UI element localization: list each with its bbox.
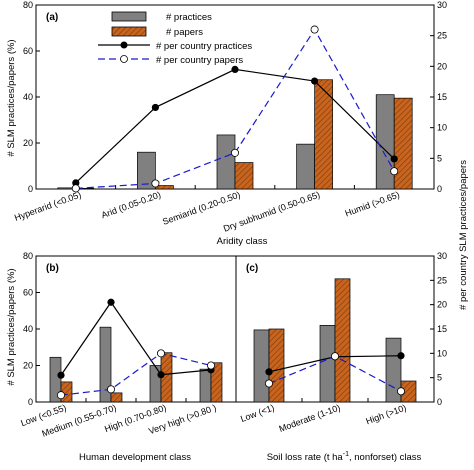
left-tick-label: 20 xyxy=(23,361,33,371)
point-pc-papers xyxy=(57,391,66,400)
right-tick-label: 0 xyxy=(437,397,442,407)
point-pc-practices xyxy=(107,298,115,306)
left-tick-label: 60 xyxy=(23,288,33,298)
x-axis-title-b: Human development class xyxy=(79,452,191,463)
right-tick-label: 30 xyxy=(437,0,447,10)
bar-practices xyxy=(99,326,112,403)
legend-marker-pc-papers xyxy=(120,55,128,63)
right-tick-label: 20 xyxy=(437,61,447,71)
left-tick-label: 80 xyxy=(23,0,33,10)
bar-papers xyxy=(268,328,285,403)
left-tick-label: 40 xyxy=(23,324,33,334)
bar-papers xyxy=(314,79,333,190)
chart-panel-a: 0 20 40 60 80 0 5 10 15 20 25 30 Hyperarid (<0.05) Ar… xyxy=(13,0,447,234)
right-tick-label: 5 xyxy=(437,153,442,163)
category-label: Humid (>0.65) xyxy=(344,189,401,218)
chart-panel-c: 0 5 10 15 20 25 30 Low (<1) Moderate (1-10) High … xyxy=(235,251,447,434)
right-tick-label: 25 xyxy=(437,31,447,41)
point-pc-practices xyxy=(57,371,65,379)
bar-practices xyxy=(216,134,236,190)
line-pc-practices xyxy=(60,301,212,376)
point-pc-papers xyxy=(71,184,80,193)
bar-practices xyxy=(137,151,156,190)
line-pc-papers xyxy=(60,352,212,396)
x-axis-title-a: Aridity class xyxy=(217,236,268,247)
point-pc-practices xyxy=(311,77,319,85)
point-pc-papers xyxy=(230,148,239,157)
panel-label: (b) xyxy=(46,263,59,274)
point-pc-papers xyxy=(310,25,319,34)
point-pc-papers xyxy=(156,349,165,358)
right-tick-label: 0 xyxy=(437,184,442,194)
legend-swatch-practices xyxy=(111,11,147,22)
point-pc-papers xyxy=(330,352,339,361)
point-pc-practices xyxy=(397,352,405,360)
x-axis-title-c: Soil loss rate (t ha-1, nonforset) class xyxy=(267,451,422,463)
bar-papers xyxy=(393,97,413,190)
bar-papers xyxy=(334,278,351,403)
left-tick-label: 60 xyxy=(23,46,33,56)
bar-practices xyxy=(385,337,402,403)
right-tick-label: 10 xyxy=(437,348,447,358)
panel-label: (a) xyxy=(46,12,58,23)
point-pc-practices xyxy=(390,155,398,163)
category-label: High (>10) xyxy=(365,402,408,426)
right-tick-label: 25 xyxy=(437,275,447,285)
point-pc-papers xyxy=(151,179,160,188)
category-label: Low (<1) xyxy=(239,402,276,423)
right-tick-label: 5 xyxy=(437,373,442,383)
category-label: Hyperarid (<0.05) xyxy=(13,189,82,222)
legend-swatch-papers xyxy=(111,26,147,37)
right-tick-label: 30 xyxy=(437,251,447,261)
legend-label-practices: # practices xyxy=(166,12,212,23)
point-pc-papers xyxy=(396,387,405,396)
left-tick-label: 0 xyxy=(28,397,33,407)
category-label: Arid (0.05-0.20) xyxy=(100,189,162,220)
point-pc-practices xyxy=(151,103,159,112)
left-axis-title-bottom: # SLM practices/papers (%) xyxy=(6,268,17,385)
bar-papers xyxy=(234,162,254,190)
legend: # practices # papers # per country pract… xyxy=(98,11,252,66)
point-pc-papers xyxy=(107,385,116,394)
bar-practices xyxy=(253,329,270,403)
left-tick-label: 0 xyxy=(28,184,33,194)
bar-practices xyxy=(199,368,212,403)
category-label: Moderate (1-10) xyxy=(278,402,342,433)
panel-label: (c) xyxy=(246,263,258,274)
bar-practices xyxy=(375,94,395,190)
point-pc-papers xyxy=(206,361,215,370)
bar-practices xyxy=(149,365,162,403)
left-axis-title-top: # SLM practices/papers (%) xyxy=(6,39,17,156)
bar-papers xyxy=(210,362,223,403)
point-pc-practices xyxy=(231,65,239,73)
point-pc-practices xyxy=(72,179,80,187)
bar-practices xyxy=(296,143,315,190)
point-pc-papers xyxy=(264,379,273,388)
left-tick-label: 40 xyxy=(23,92,33,102)
legend-label-pc-papers: # per country papers xyxy=(156,55,243,66)
bar-practices xyxy=(319,325,336,403)
right-axis-title: # per country SLM practices/papers xyxy=(458,160,469,310)
right-tick-label: 20 xyxy=(437,300,447,310)
bar-practices xyxy=(49,356,62,403)
bar-papers xyxy=(110,392,123,403)
right-tick-label: 10 xyxy=(437,123,447,133)
left-tick-label: 20 xyxy=(23,138,33,148)
right-tick-label: 15 xyxy=(437,92,447,102)
legend-marker-pc-practices xyxy=(120,41,128,49)
point-pc-papers xyxy=(390,167,399,176)
point-pc-practices xyxy=(265,368,273,376)
point-pc-practices xyxy=(157,371,165,379)
right-tick-label: 15 xyxy=(437,324,447,334)
legend-label-pc-practices: # per country practices xyxy=(156,41,252,52)
legend-label-papers: # papers xyxy=(166,27,203,38)
left-tick-label: 80 xyxy=(23,251,33,261)
